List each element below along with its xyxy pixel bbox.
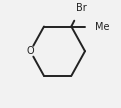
Text: Br: Br (76, 3, 86, 13)
Text: O: O (26, 46, 34, 56)
Text: Me: Me (95, 21, 110, 32)
